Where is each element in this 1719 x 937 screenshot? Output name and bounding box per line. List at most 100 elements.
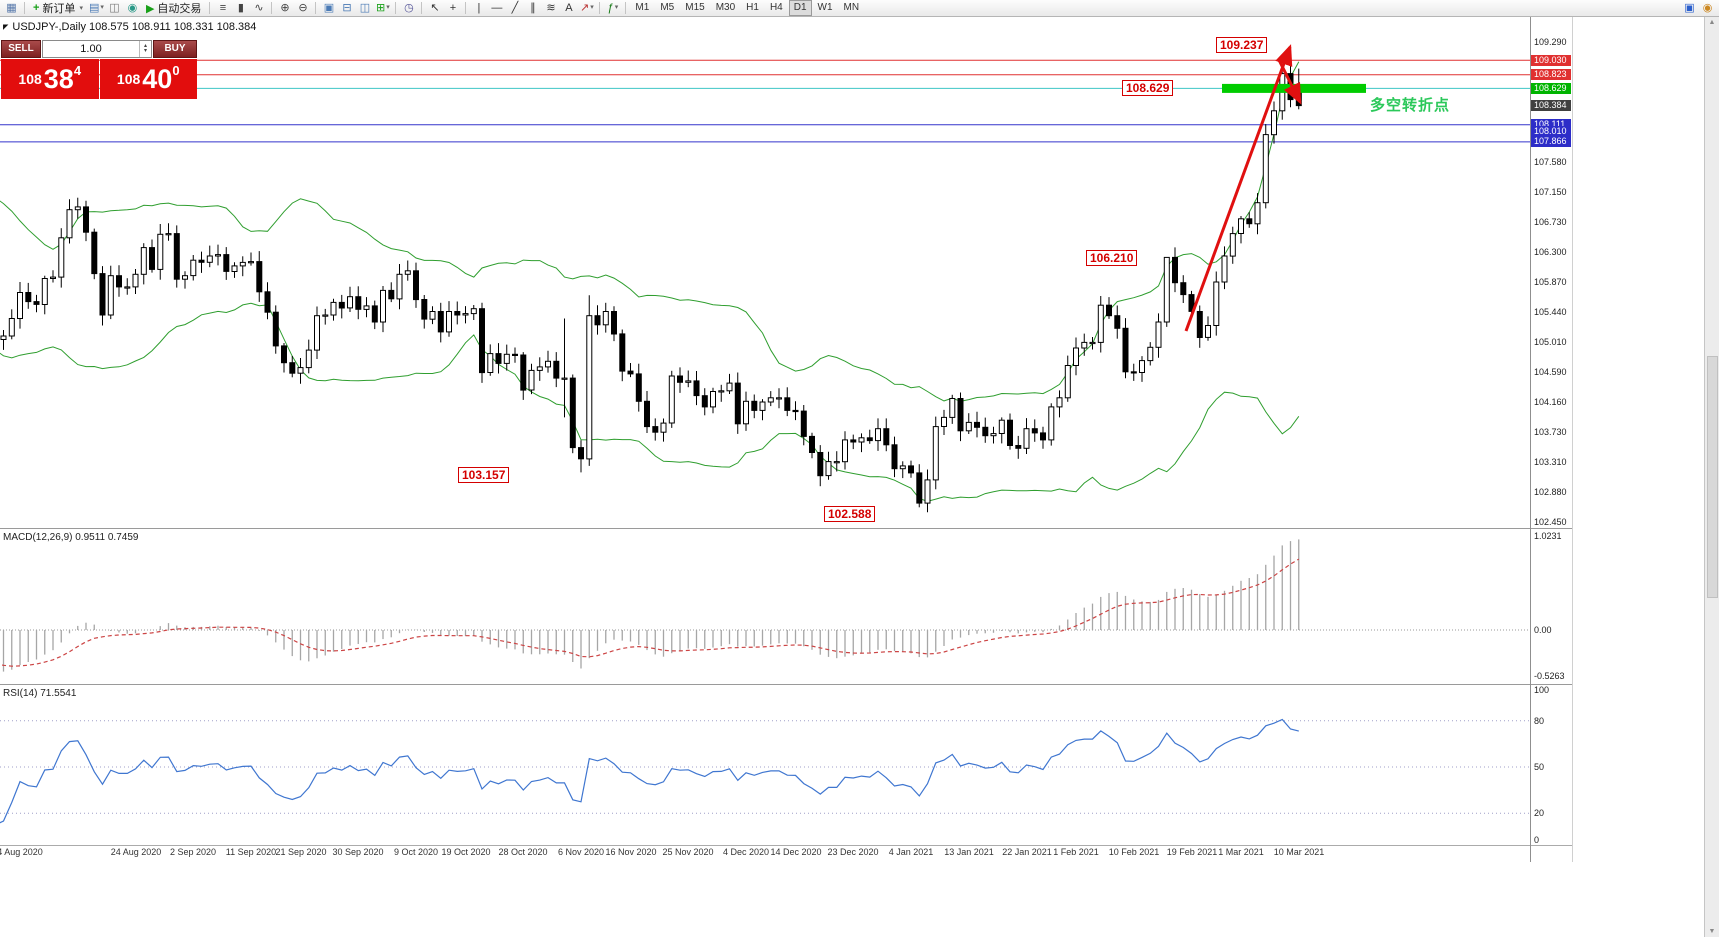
panel-toggle-icon[interactable]: ◤ xyxy=(3,24,9,31)
cursor-icon[interactable]: ↖ xyxy=(430,2,440,14)
toolbar-separator xyxy=(465,2,467,14)
annotation-text[interactable]: 多空转折点 xyxy=(1370,97,1451,114)
fibonacci-icon[interactable]: ≋ xyxy=(546,2,556,14)
toolbar-separator xyxy=(395,2,397,14)
price-chart-svg[interactable] xyxy=(0,17,1530,528)
indicators-icon[interactable]: ƒ ▾ xyxy=(607,2,619,14)
rsi-indicator-label: RSI(14) 71.5541 xyxy=(3,688,77,699)
macd-histogram-layer xyxy=(2,539,1300,672)
time-axis-label: 19 Feb 2021 xyxy=(1166,847,1218,857)
symbol-ohlc-text: USDJPY-,Daily 108.575 108.911 108.331 10… xyxy=(12,21,257,33)
chart-window-icon[interactable]: ▦ xyxy=(6,2,17,14)
trend-arrow[interactable] xyxy=(1184,44,1293,332)
strategy-tester-icon[interactable]: ◷ xyxy=(404,2,414,14)
scrollbar-up-icon[interactable]: ▲ xyxy=(1708,19,1716,26)
buy-price-prefix: 108 xyxy=(116,71,141,87)
timeframe-w1[interactable]: W1 xyxy=(817,2,833,13)
news-icon[interactable]: ◉ xyxy=(1702,2,1713,14)
timeframe-h1[interactable]: H1 xyxy=(746,2,759,13)
dropdown-caret-icon[interactable]: ▾ xyxy=(79,5,83,12)
time-axis-label: 10 Mar 2021 xyxy=(1273,847,1325,857)
zoom-out-icon[interactable]: ⊖ xyxy=(298,2,308,14)
sell-button[interactable]: SELL xyxy=(1,40,41,58)
dropdown-caret-icon[interactable]: ▾ xyxy=(386,4,390,11)
rsi-pane-separator[interactable] xyxy=(0,684,1572,685)
horizontal-line-icon[interactable]: — xyxy=(491,2,503,14)
time-axis-label: 28 Oct 2020 xyxy=(498,847,548,857)
tile-windows-icon[interactable]: ▣ xyxy=(323,2,335,14)
auto-trading-button[interactable]: ▶ 自动交易 xyxy=(142,1,205,16)
price-scale-tick: 103.310 xyxy=(1534,457,1567,467)
timeframe-d1[interactable]: D1 xyxy=(788,0,812,16)
toolbar-separator xyxy=(625,2,627,14)
charts-cycle-icon[interactable]: ◫ xyxy=(109,2,120,14)
dropdown-caret-icon[interactable]: ▾ xyxy=(614,4,619,11)
dropdown-caret-icon[interactable]: ▾ xyxy=(100,4,104,11)
right-scrollbar-strip[interactable]: ▲ ▼ xyxy=(1704,17,1719,937)
buy-price-box[interactable]: 108 40 0 xyxy=(99,59,197,99)
spinner-down-icon[interactable]: ▾ xyxy=(143,48,147,54)
rsi-pane-svg[interactable] xyxy=(0,686,1530,844)
bars-mode-icon[interactable]: ≡ xyxy=(219,2,227,14)
trendline-icon[interactable]: ╱ xyxy=(511,2,519,14)
alerts-icon[interactable]: ◉ xyxy=(127,2,138,14)
price-callout[interactable]: 109.237 xyxy=(1216,37,1268,53)
time-axis-label: 30 Sep 2020 xyxy=(332,847,384,857)
buy-price-big: 40 xyxy=(142,63,173,94)
sell-price-prefix: 108 xyxy=(18,71,42,87)
vertical-line-icon[interactable]: | xyxy=(477,2,481,14)
sell-price-box[interactable]: 108 38 4 xyxy=(1,59,99,99)
new-chart-icon[interactable]: ⊞ ▾ xyxy=(376,2,390,14)
arrows-tool-icon[interactable]: ↗ ▾ xyxy=(580,2,594,14)
price-scale-tick: 105.870 xyxy=(1534,277,1567,287)
time-axis-label: 14 Dec 2020 xyxy=(770,847,822,857)
toolbar-separator xyxy=(24,2,25,14)
price-scale-border xyxy=(1530,17,1531,862)
time-axis-label: 16 Nov 2020 xyxy=(605,847,657,857)
price-callout[interactable]: 106.210 xyxy=(1086,250,1138,266)
time-axis-label: 10 Feb 2021 xyxy=(1108,847,1160,857)
community-icon[interactable]: ▣ xyxy=(1684,2,1695,14)
arrange-windows-icon[interactable]: ◫ xyxy=(359,2,371,14)
reversal-arrow[interactable] xyxy=(1277,59,1302,105)
macd-pane-separator[interactable] xyxy=(0,528,1572,529)
scrollbar-down-icon[interactable]: ▼ xyxy=(1708,928,1716,935)
time-axis-label: 24 Aug 2020 xyxy=(110,847,162,857)
rsi-axis-label: 80 xyxy=(1534,716,1545,726)
price-scale-badge: 108.111 xyxy=(1531,119,1571,130)
crosshair-icon[interactable]: + xyxy=(449,2,457,14)
zoom-in-icon[interactable]: ⊕ xyxy=(280,2,290,14)
timeframe-h4[interactable]: H4 xyxy=(769,2,783,13)
lot-spinner[interactable]: ▴ ▾ xyxy=(139,41,151,57)
text-tool-icon[interactable]: A xyxy=(565,2,573,14)
time-axis-label: 9 Oct 2020 xyxy=(393,847,439,857)
line-mode-icon[interactable]: ∿ xyxy=(254,2,264,14)
lot-size-input[interactable]: 1.00 ▴ ▾ xyxy=(42,40,152,58)
one-click-trading-panel: SELL 1.00 ▴ ▾ BUY 108 38 4 108 40 0 xyxy=(1,40,197,99)
price-callout[interactable]: 102.588 xyxy=(824,506,876,522)
cascade-windows-icon[interactable]: ⊟ xyxy=(342,2,352,14)
price-scale-tick: 106.730 xyxy=(1534,217,1567,227)
buy-button[interactable]: BUY xyxy=(153,40,197,58)
price-callout[interactable]: 108.629 xyxy=(1122,80,1174,96)
timeframe-m15[interactable]: M15 xyxy=(685,2,705,13)
price-scale-badge: 108.010 xyxy=(1531,126,1571,137)
timeframe-mn[interactable]: MN xyxy=(843,2,860,13)
time-axis-label: 1 Mar 2021 xyxy=(1218,847,1264,857)
chart-window[interactable]: MACD(12,26,9) 0.9511 0.7459 RSI(14) 71.5… xyxy=(0,17,1573,862)
time-axis-label: 13 Jan 2021 xyxy=(944,847,994,857)
new-order-button[interactable]: + 新订单 ▾ xyxy=(29,1,87,16)
macd-pane-svg[interactable] xyxy=(0,530,1530,683)
timeframe-m1[interactable]: M1 xyxy=(635,2,650,13)
timeframe-m5[interactable]: M5 xyxy=(660,2,675,13)
timeframe-m30[interactable]: M30 xyxy=(715,2,736,13)
dropdown-caret-icon[interactable]: ▾ xyxy=(590,4,594,11)
macd-signal-line xyxy=(0,558,1300,667)
scrollbar-thumb[interactable] xyxy=(1706,356,1718,598)
candles-mode-icon[interactable]: ▮ xyxy=(237,2,244,14)
channel-icon[interactable]: ∥ xyxy=(530,2,536,14)
price-callout[interactable]: 103.157 xyxy=(458,467,510,483)
spinner-up-icon[interactable]: ▴ xyxy=(143,43,147,49)
profiles-icon[interactable]: ▤ ▾ xyxy=(88,2,104,14)
